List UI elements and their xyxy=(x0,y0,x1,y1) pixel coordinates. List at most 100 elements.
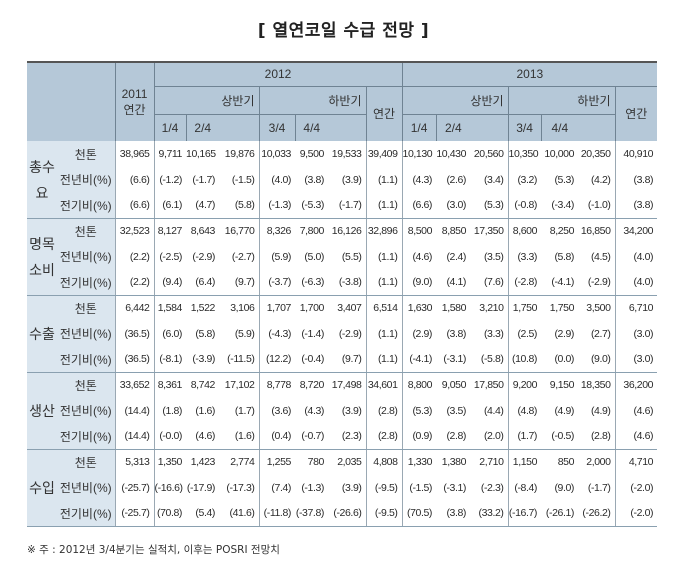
table-cell: (4.8) xyxy=(507,397,542,424)
table-cell: (5.8) xyxy=(219,192,259,219)
table-cell: 1,584 xyxy=(153,295,186,321)
table-cell: 1,255 xyxy=(258,449,295,475)
table-cell: (3.5) xyxy=(483,250,504,263)
table-cell: (6.4) xyxy=(186,269,219,296)
row-label: 전기비(%) xyxy=(57,346,115,373)
table-cell: (1.1) xyxy=(365,269,403,296)
table-cell: 1,423 xyxy=(190,456,216,469)
table-cell: (4.9) xyxy=(554,404,575,417)
table-cell: 2,710 xyxy=(479,456,504,469)
table-cell: (3.9) xyxy=(341,481,362,494)
table-row: 총수요 천톤 38,965 9,711 10,165 19,876 10,033 9,500 1… xyxy=(27,141,658,219)
table-cell: (4.5) xyxy=(590,250,611,263)
table-cell: 850 xyxy=(557,456,575,469)
table-cell: (33.2) xyxy=(470,500,509,527)
table-cell: (-1.7) xyxy=(328,192,366,219)
table-cell: 32,523 xyxy=(114,218,154,244)
table-row: 전년비(%) (2.2) (-2.5) (-2.9) (-2.7) (5.9) (5.0) (… xyxy=(27,243,658,270)
table-cell: (-2.9) xyxy=(192,250,215,263)
supply-demand-table: 2011 연간 2012 2013 상반기 하반기 연간 상반기 하반기 연간 … xyxy=(27,63,658,528)
table-cell: (-3.9) xyxy=(186,346,219,373)
table-cell: (5.8) xyxy=(195,327,215,340)
header-2012-q2: 2/4 xyxy=(185,114,219,142)
table-cell: (3.9) xyxy=(341,173,362,186)
header-2013-h2: 하반기 xyxy=(507,86,616,115)
table-body: 2011 연간 2012 2013 상반기 하반기 연간 상반기 하반기 연간 … xyxy=(27,63,658,528)
table-cell: (3.0) xyxy=(614,320,658,347)
table-row: 전기비(%) (2.2) (9.4) (6.4) (9.7) (-3.7) (-6.3) (-… xyxy=(27,269,658,296)
table-cell: (4.3) xyxy=(401,166,437,193)
table-cell: (1.1) xyxy=(365,192,403,219)
table-cell: 10,430 xyxy=(436,148,467,161)
table-cell: (-17.9) xyxy=(186,481,216,494)
table-cell: (4.0) xyxy=(258,166,295,193)
table-cell: (2.9) xyxy=(554,327,575,340)
table-cell: 8,720 xyxy=(299,379,325,392)
header-2011-annual: 2011 연간 xyxy=(114,63,154,142)
table-cell: (2.8) xyxy=(436,423,471,450)
header-2013-q1: 1/4 xyxy=(401,114,437,142)
table-cell: (-4.1) xyxy=(541,269,579,296)
table-cell: (4.2) xyxy=(590,173,611,186)
table-cell: (4.6) xyxy=(401,243,437,270)
table-cell: (1.1) xyxy=(365,320,403,347)
table-cell: (70.5) xyxy=(401,500,437,527)
category-label: 생산 xyxy=(27,372,57,450)
table-cell: (4.9) xyxy=(590,404,611,417)
table-cell: 34,601 xyxy=(365,372,403,398)
table-cell: (36.5) xyxy=(114,346,154,373)
table-cell: 34,200 xyxy=(614,218,658,244)
table-cell: (4.0) xyxy=(614,243,658,270)
table-cell: (3.6) xyxy=(258,397,295,424)
table-cell: 1,150 xyxy=(507,449,542,475)
table-cell: (3.8) xyxy=(614,192,658,219)
row-label: 천톤 xyxy=(57,218,115,244)
table-cell: 8,326 xyxy=(258,218,295,244)
table-cell: (4.0) xyxy=(614,269,658,296)
table-cell: 780 xyxy=(307,456,325,469)
table-cell: (-1.0) xyxy=(578,192,616,219)
table-cell: 1,580 xyxy=(441,302,467,315)
table-cell: (-0.0) xyxy=(153,423,186,450)
table-cell: (5.0) xyxy=(304,250,324,263)
table-cell: (-26.1) xyxy=(541,500,579,527)
row-label: 전년비(%) xyxy=(57,166,115,193)
table-cell: 8,643 xyxy=(190,225,216,238)
header-2012-h1: 상반기 xyxy=(153,86,259,115)
table-cell: (1.7) xyxy=(234,404,255,417)
table-cell: (1.1) xyxy=(365,346,403,373)
table-cell: 16,850 xyxy=(580,225,611,238)
table-cell: (2.2) xyxy=(114,269,154,296)
table-cell: 9,500 xyxy=(299,148,325,161)
row-label: 천톤 xyxy=(57,372,115,398)
table-cell: 18,350 xyxy=(580,379,611,392)
table-cell: (-2.9) xyxy=(578,269,616,296)
table-cell: 6,710 xyxy=(614,295,658,321)
table-cell: (0.4) xyxy=(258,423,295,450)
table-cell: 3,106 xyxy=(230,302,255,315)
table-cell: (-16.7) xyxy=(507,500,542,527)
header-2012-annual: 연간 xyxy=(365,86,403,142)
table-cell: (12.2) xyxy=(258,346,295,373)
table-cell: (2.4) xyxy=(446,250,467,263)
table-cell: (1.7) xyxy=(507,423,542,450)
table-cell: (-2.0) xyxy=(614,474,658,501)
table-cell: 6,514 xyxy=(365,295,403,321)
table-cell: (-0.4) xyxy=(295,346,328,373)
table-cell: (-1.3) xyxy=(301,481,324,494)
header-2013-q3: 3/4 xyxy=(507,114,542,142)
table-cell: (-2.9) xyxy=(338,327,362,340)
category-label: 총수요 xyxy=(27,141,57,219)
table-row: 전기비(%) (36.5) (-8.1) (-3.9) (-11.5) (12.2) (-0… xyxy=(27,346,658,373)
table-cell: (-4.3) xyxy=(258,320,295,347)
table-cell: 6,442 xyxy=(114,295,154,321)
table-cell: 17,350 xyxy=(473,225,504,238)
row-label: 전기비(%) xyxy=(57,423,115,450)
table-cell: 4,710 xyxy=(614,449,658,475)
table-cell: 20,350 xyxy=(580,148,611,161)
table-cell: (2.8) xyxy=(365,397,403,424)
table-cell: (-1.4) xyxy=(301,327,324,340)
table-cell: (3.3) xyxy=(507,243,542,270)
table-cell: 20,560 xyxy=(473,148,504,161)
table-cell: (5.4) xyxy=(186,500,219,527)
